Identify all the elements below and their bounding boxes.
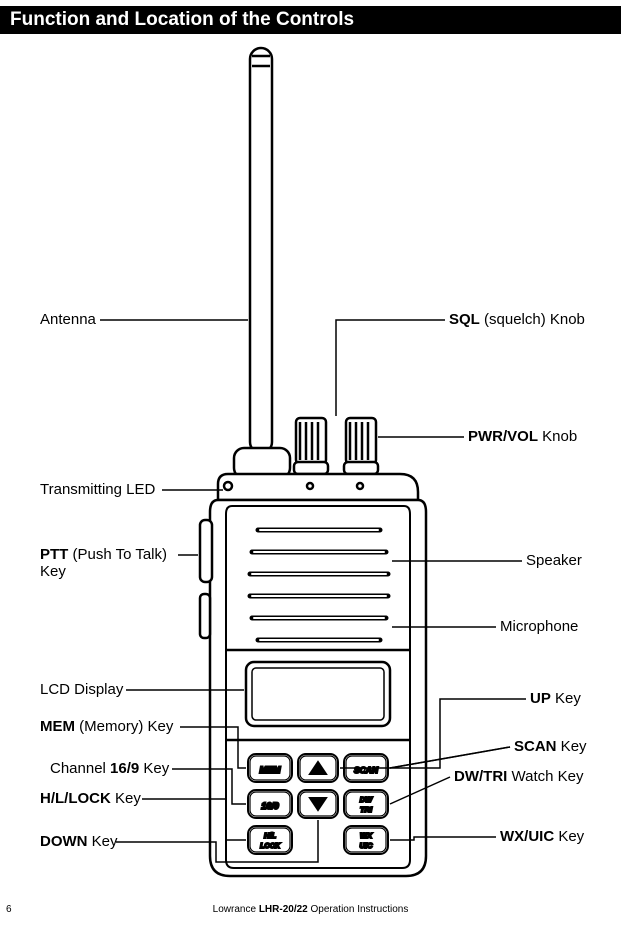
leader-lines-2 [0,0,621,925]
footer-text: Lowrance LHR-20/22 Operation Instruction… [0,904,621,915]
